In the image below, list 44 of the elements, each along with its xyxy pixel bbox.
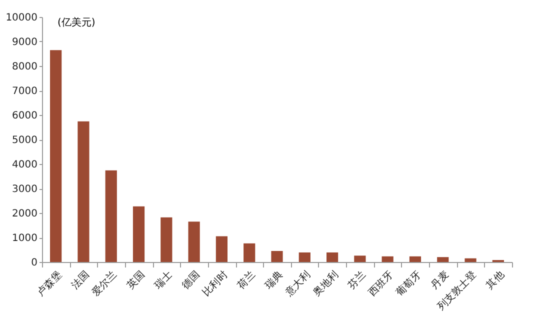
y-tick-label: 1000 — [12, 233, 38, 244]
x-tick-label: 西班牙 — [366, 268, 396, 298]
bar — [105, 170, 117, 262]
y-tick-label: 3000 — [12, 184, 38, 195]
x-tick-label: 英国 — [124, 268, 148, 292]
x-tick-label: 瑞士 — [152, 268, 175, 292]
bar — [244, 243, 256, 262]
x-tick-label: 荷兰 — [235, 268, 258, 292]
y-tick-label: 5000 — [12, 135, 38, 146]
y-tick-label: 8000 — [12, 62, 38, 72]
x-tick-label: 其他 — [484, 268, 506, 292]
y-tick-label: 7000 — [12, 86, 38, 97]
y-tick-label: 0 — [31, 258, 38, 268]
y-tick-label: 2000 — [12, 208, 38, 220]
x-tick-label: 卢森堡 — [34, 268, 64, 298]
bar — [409, 256, 422, 262]
x-tick-label: 芬兰 — [346, 268, 368, 292]
x-tick-label: 瑞典 — [262, 268, 286, 292]
x-tick-label: 法国 — [69, 268, 92, 292]
bar — [50, 50, 62, 262]
bar — [354, 256, 366, 262]
bar — [271, 250, 283, 262]
y-tick-label: 10000 — [6, 12, 38, 24]
y-axis-title: (亿美元) — [58, 16, 96, 28]
x-tick-label: 丹麦 — [428, 268, 452, 292]
bar — [298, 252, 310, 262]
bar — [437, 257, 449, 262]
y-tick-label: 6000 — [12, 110, 38, 122]
x-tick-label: 意大利 — [282, 268, 313, 300]
y-tick-label: 9000 — [12, 37, 38, 48]
bar — [382, 256, 394, 262]
y-tick-label: 4000 — [12, 160, 38, 170]
x-tick-label: 葡萄牙 — [394, 268, 424, 298]
x-tick-label: 爱尔兰 — [90, 268, 120, 298]
bar — [216, 236, 228, 262]
x-tick-label: 比利时 — [200, 268, 230, 298]
bar — [464, 258, 476, 262]
x-tick-label: 奥地利 — [310, 268, 341, 298]
bar — [78, 121, 90, 262]
x-tick-label: 德国 — [180, 270, 202, 292]
bar — [188, 222, 200, 262]
bar — [160, 217, 172, 262]
bar — [132, 206, 145, 262]
bar — [326, 252, 338, 262]
